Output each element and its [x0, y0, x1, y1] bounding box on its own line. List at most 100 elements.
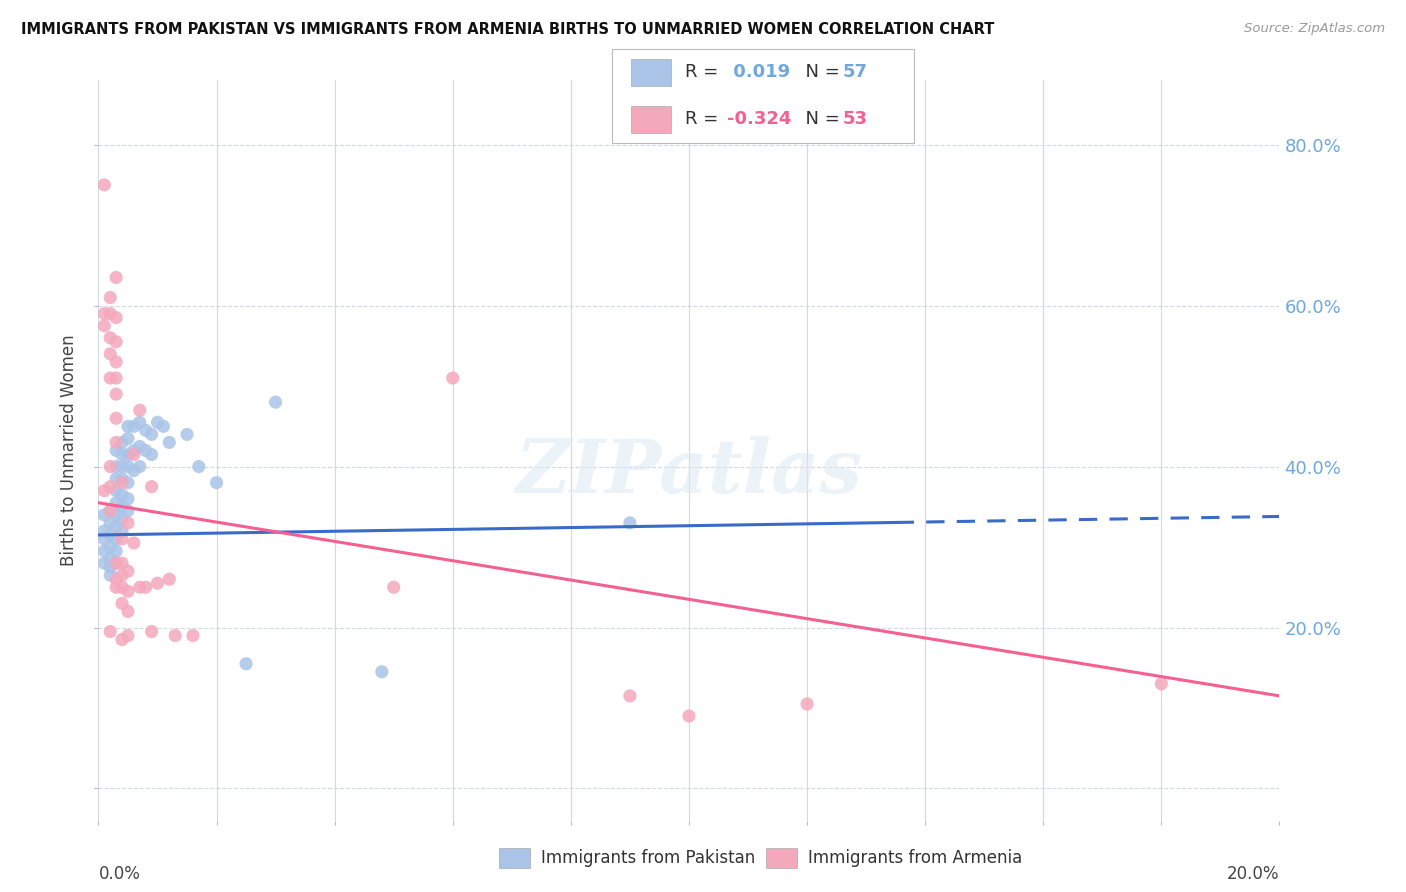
Point — [93, 544, 115, 558]
Point — [105, 334, 128, 349]
Point — [141, 427, 163, 442]
Point — [98, 552, 121, 566]
Point — [98, 528, 121, 542]
Text: 20.0%: 20.0% — [1227, 865, 1279, 883]
Point — [105, 544, 128, 558]
Point — [105, 496, 128, 510]
Point — [98, 291, 121, 305]
Point — [117, 419, 139, 434]
Text: N =: N = — [794, 63, 846, 81]
Point — [117, 504, 139, 518]
Point — [105, 459, 128, 474]
Point — [98, 540, 121, 554]
Text: R =: R = — [685, 63, 724, 81]
Point — [181, 628, 204, 642]
Text: 53: 53 — [842, 111, 868, 128]
Point — [105, 270, 128, 285]
Y-axis label: Births to Unmarried Women: Births to Unmarried Women — [60, 334, 79, 566]
Point — [146, 415, 169, 429]
Point — [111, 512, 134, 526]
Point — [141, 624, 163, 639]
Point — [98, 504, 121, 518]
Point — [105, 556, 128, 570]
Point — [128, 459, 150, 474]
Point — [135, 423, 157, 437]
Point — [382, 580, 405, 594]
Point — [152, 419, 174, 434]
Point — [128, 415, 150, 429]
Point — [105, 443, 128, 458]
Point — [371, 665, 394, 679]
Point — [165, 628, 187, 642]
Point — [111, 500, 134, 514]
Point — [187, 459, 209, 474]
Point — [157, 435, 180, 450]
Point — [105, 572, 128, 586]
Point — [122, 464, 145, 478]
Point — [98, 459, 121, 474]
Point — [111, 472, 134, 486]
Point — [619, 689, 641, 703]
Text: 0.019: 0.019 — [727, 63, 790, 81]
Point — [105, 310, 128, 325]
Point — [105, 387, 128, 401]
Text: N =: N = — [794, 111, 846, 128]
Point — [93, 524, 115, 538]
Point — [93, 508, 115, 522]
Point — [105, 355, 128, 369]
Point — [117, 491, 139, 506]
Point — [1150, 677, 1173, 691]
Point — [128, 403, 150, 417]
Point — [135, 443, 157, 458]
Point — [117, 475, 139, 490]
Point — [264, 395, 287, 409]
Point — [111, 488, 134, 502]
Point — [135, 580, 157, 594]
Point — [111, 556, 134, 570]
Point — [93, 318, 115, 333]
Point — [111, 475, 134, 490]
Point — [122, 443, 145, 458]
Point — [111, 459, 134, 474]
Point — [105, 411, 128, 425]
Point — [235, 657, 257, 671]
Point — [111, 435, 134, 450]
Point — [111, 580, 134, 594]
Point — [105, 532, 128, 546]
Point — [111, 568, 134, 582]
Point — [98, 624, 121, 639]
Point — [98, 560, 121, 574]
Point — [117, 564, 139, 578]
Point — [98, 331, 121, 345]
Point — [111, 524, 134, 538]
Point — [117, 628, 139, 642]
Point — [117, 448, 139, 462]
Point — [619, 516, 641, 530]
Point — [122, 419, 145, 434]
Point — [93, 483, 115, 498]
Point — [93, 532, 115, 546]
Point — [141, 448, 163, 462]
Point — [105, 580, 128, 594]
Point — [98, 516, 121, 530]
Text: ZIPatlas: ZIPatlas — [516, 436, 862, 509]
Point — [98, 504, 121, 518]
Point — [176, 427, 198, 442]
Text: R =: R = — [685, 111, 724, 128]
Point — [441, 371, 464, 385]
Point — [93, 178, 115, 192]
Text: 0.0%: 0.0% — [98, 865, 141, 883]
Point — [205, 475, 228, 490]
Point — [111, 532, 134, 546]
Point — [678, 709, 700, 723]
Point — [105, 483, 128, 498]
Point — [117, 584, 139, 599]
Point — [93, 307, 115, 321]
Point — [105, 472, 128, 486]
Point — [98, 480, 121, 494]
Point — [98, 307, 121, 321]
Point — [111, 632, 134, 647]
Point — [98, 347, 121, 361]
Point — [98, 568, 121, 582]
Text: Immigrants from Pakistan: Immigrants from Pakistan — [541, 849, 755, 867]
